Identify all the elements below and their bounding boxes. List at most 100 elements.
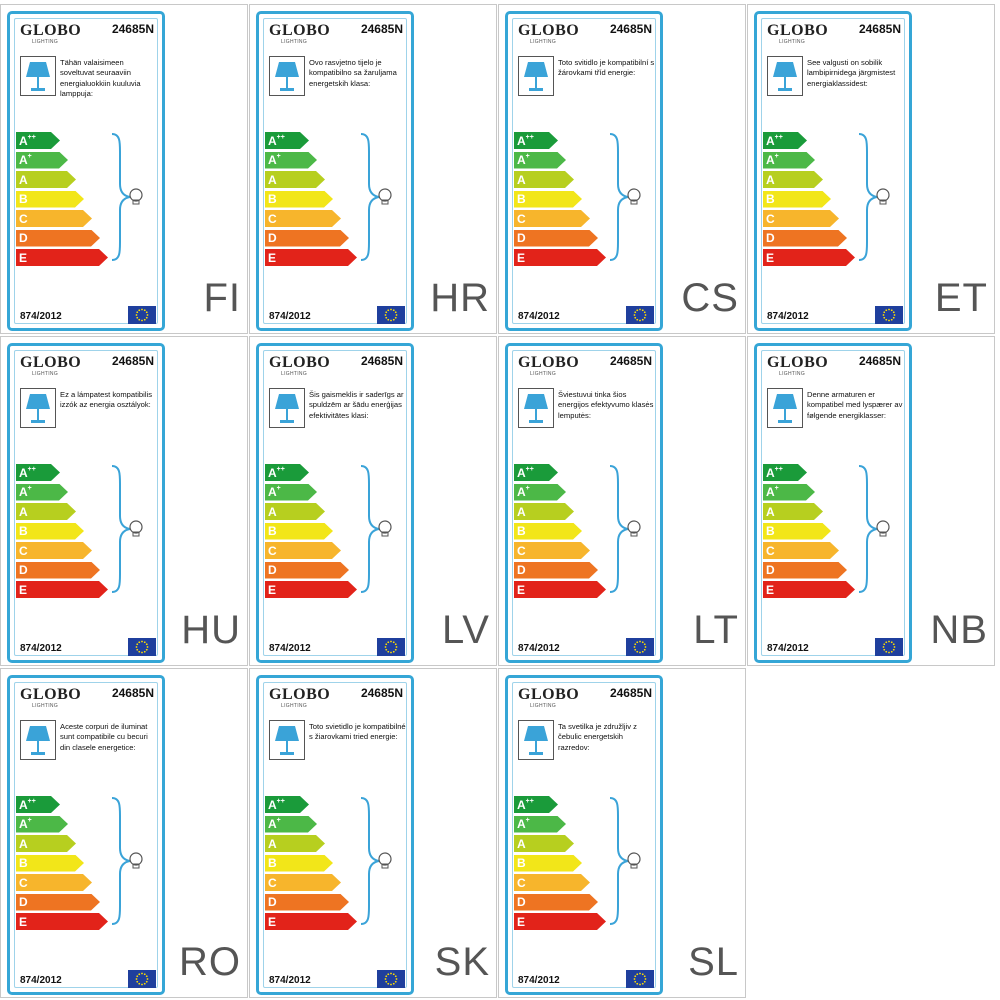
energy-class-scale: A ++ A + A B C D E <box>16 132 106 272</box>
energy-class-arrow: B <box>16 855 84 872</box>
language-code: HR <box>430 276 490 320</box>
model-number: 24685N <box>609 354 652 368</box>
light-bulb-icon <box>604 796 644 926</box>
compatibility-text: Denne armaturen er kompatibel med lyspær… <box>807 390 903 420</box>
light-bulb-icon <box>106 796 146 926</box>
eu-flag-icon <box>377 970 405 988</box>
energy-class-arrow: D <box>265 230 349 247</box>
regulation-number: 874/2012 <box>518 311 560 322</box>
energy-label-cell: GLOBO LIGHTING 24685N Šis gaismeklis ir sa… <box>249 336 497 666</box>
brand-logo: GLOBO <box>20 22 82 39</box>
energy-class-arrow: A + <box>514 484 566 501</box>
energy-class-arrow: C <box>763 542 839 559</box>
energy-class-scale: A ++ A + A B C D E <box>763 464 853 604</box>
compatibility-text: Ta svetilka je združljiv z čebulic energ… <box>558 722 637 752</box>
table-lamp-icon <box>518 388 554 428</box>
model-number: 24685N <box>360 22 403 36</box>
energy-class-arrow: A ++ <box>514 132 558 149</box>
energy-label-cell: GLOBO LIGHTING 24685N Aceste corpuri de il… <box>0 668 248 998</box>
energy-class-arrow: E <box>514 913 606 930</box>
compatibility-text: Aceste corpuri de iluminat sunt compatib… <box>60 722 148 752</box>
regulation-number: 874/2012 <box>767 643 809 654</box>
energy-class-arrow: A <box>514 835 574 852</box>
energy-class-arrow: C <box>514 542 590 559</box>
label-inner-frame <box>14 682 158 988</box>
energy-class-scale: A ++ A + A B C D E <box>514 796 604 936</box>
brand-subtitle: LIGHTING <box>530 39 557 45</box>
energy-class-arrow: A + <box>16 152 68 169</box>
label-inner-frame <box>263 18 407 324</box>
regulation-number: 874/2012 <box>20 643 62 654</box>
table-lamp-icon <box>518 56 554 96</box>
energy-label-card: GLOBO LIGHTING 24685N Toto svietidlo je ko… <box>256 675 414 995</box>
light-bulb-icon <box>106 132 146 262</box>
table-lamp-icon <box>767 388 803 428</box>
energy-label-cell: GLOBO LIGHTING 24685N See valgusti on sobi… <box>747 4 995 334</box>
label-inner-frame <box>761 350 905 656</box>
label-inner-frame <box>14 350 158 656</box>
table-lamp-icon <box>20 388 56 428</box>
energy-class-arrow: E <box>763 581 855 598</box>
label-inner-frame <box>263 682 407 988</box>
model-number: 24685N <box>609 22 652 36</box>
table-lamp-icon <box>767 56 803 96</box>
energy-class-arrow: E <box>514 249 606 266</box>
energy-class-arrow: A <box>265 503 325 520</box>
energy-class-arrow: A ++ <box>265 132 309 149</box>
energy-class-arrow: E <box>265 913 357 930</box>
regulation-number: 874/2012 <box>269 975 311 986</box>
label-inner-frame <box>512 682 656 988</box>
regulation-number: 874/2012 <box>20 311 62 322</box>
energy-class-scale: A ++ A + A B C D E <box>16 464 106 604</box>
energy-class-arrow: A ++ <box>763 132 807 149</box>
regulation-number: 874/2012 <box>20 975 62 986</box>
energy-class-arrow: D <box>763 562 847 579</box>
brand-logo: GLOBO <box>767 354 829 371</box>
energy-class-arrow: D <box>16 230 100 247</box>
energy-class-arrow: C <box>514 210 590 227</box>
light-bulb-icon <box>355 464 395 594</box>
brand-subtitle: LIGHTING <box>32 703 59 709</box>
energy-class-arrow: D <box>514 230 598 247</box>
energy-label-cell: GLOBO LIGHTING 24685N Šviestuvui tinka šio… <box>498 336 746 666</box>
energy-class-arrow: C <box>763 210 839 227</box>
compatibility-text: Toto svietidlo je kompatibilné s žiarovk… <box>309 722 406 742</box>
brand-logo: GLOBO <box>767 22 829 39</box>
energy-class-arrow: D <box>16 562 100 579</box>
regulation-number: 874/2012 <box>767 311 809 322</box>
energy-label-card: GLOBO LIGHTING 24685N Denne armaturen er k… <box>754 343 912 663</box>
energy-class-arrow: D <box>265 562 349 579</box>
language-code: NB <box>930 608 988 652</box>
light-bulb-icon <box>604 464 644 594</box>
brand-subtitle: LIGHTING <box>779 39 806 45</box>
energy-class-scale: A ++ A + A B C D E <box>265 796 355 936</box>
model-number: 24685N <box>858 354 901 368</box>
energy-class-arrow: A <box>265 835 325 852</box>
model-number: 24685N <box>360 354 403 368</box>
energy-class-arrow: A + <box>265 484 317 501</box>
language-code: SL <box>688 940 739 984</box>
energy-label-cell: GLOBO LIGHTING 24685N Ez a lámpatest kompa… <box>0 336 248 666</box>
energy-class-arrow: B <box>265 523 333 540</box>
energy-class-scale: A ++ A + A B C D E <box>514 464 604 604</box>
energy-class-arrow: E <box>16 913 108 930</box>
energy-class-arrow: A <box>265 171 325 188</box>
energy-class-arrow: A + <box>763 152 815 169</box>
energy-label-cell: GLOBO LIGHTING 24685N Toto svitidlo je kom… <box>498 4 746 334</box>
light-bulb-icon <box>604 132 644 262</box>
language-code: LT <box>693 608 739 652</box>
eu-flag-icon <box>128 970 156 988</box>
compatibility-text: Tähän valaisimeen soveltuvat seuraaviin … <box>60 58 141 99</box>
energy-class-arrow: A + <box>763 484 815 501</box>
energy-class-arrow: C <box>265 542 341 559</box>
brand-subtitle: LIGHTING <box>32 371 59 377</box>
energy-class-arrow: D <box>514 894 598 911</box>
label-inner-frame <box>512 350 656 656</box>
language-code: LV <box>442 608 490 652</box>
energy-class-arrow: C <box>265 210 341 227</box>
table-lamp-icon <box>269 720 305 760</box>
brand-logo: GLOBO <box>269 22 331 39</box>
model-number: 24685N <box>609 686 652 700</box>
eu-flag-icon <box>626 306 654 324</box>
